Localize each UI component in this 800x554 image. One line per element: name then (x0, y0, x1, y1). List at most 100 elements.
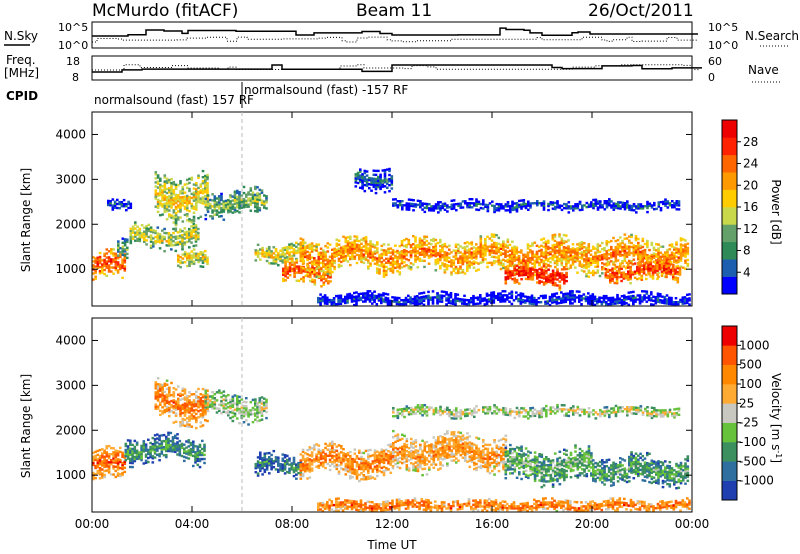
power-echo-cell (385, 265, 388, 269)
power-echo-cell (319, 301, 322, 304)
power-echo-cell (418, 298, 421, 301)
power-echo-cell (165, 177, 169, 181)
power-echo-cell (578, 208, 582, 212)
power-echo-cell (649, 259, 653, 262)
power-echo-cell (533, 300, 536, 304)
power-echo-cell (434, 252, 438, 256)
power-echo-cell (578, 262, 582, 265)
power-echo-cell (172, 193, 176, 196)
velocity-echo-cell (168, 402, 171, 406)
power-echo-cell (107, 258, 111, 261)
power-echo-cell (556, 245, 559, 248)
power-echo-cell (288, 245, 291, 248)
power-echo-cell (676, 272, 680, 276)
power-echo-cell (488, 245, 492, 248)
power-echo-cell (520, 199, 523, 202)
power-echo-cell (571, 302, 574, 305)
power-echo-cell (392, 198, 395, 201)
power-echo-cell (574, 266, 577, 269)
power-echo-cell (383, 168, 387, 172)
power-echo-cell (470, 261, 474, 264)
power-echo-cell (592, 206, 595, 210)
power-echo-cell (463, 254, 467, 257)
power-echo-cell (479, 298, 482, 301)
power-echo-cell (431, 290, 435, 293)
power-echo-cell (331, 254, 334, 258)
power-echo-cell (491, 204, 494, 207)
power-echo-cell (470, 299, 473, 302)
power-echo-cell (361, 177, 364, 180)
power-echo-cell (145, 229, 148, 232)
power-echo-cell (174, 207, 178, 211)
power-echo-cell (249, 187, 253, 190)
power-echo-cell (335, 242, 339, 245)
velocity-echo-cell (154, 403, 158, 406)
power-echo-cell (372, 177, 376, 180)
power-echo-cell (123, 254, 127, 257)
power-echo-cell (452, 300, 455, 303)
power-echo-cell (302, 276, 305, 279)
power-echo-cell (290, 250, 294, 254)
velocity-echo-cell (161, 410, 164, 413)
power-echo-cell (576, 243, 579, 246)
power-echo-cell (412, 203, 415, 206)
velocity-echo-cell (156, 437, 159, 440)
power-echo-cell (535, 256, 539, 260)
power-echo-cell (639, 203, 643, 206)
power-echo-cell (349, 241, 352, 245)
power-echo-cell (681, 296, 685, 299)
velocity-echo-cell (183, 451, 186, 454)
power-echo-cell (333, 253, 336, 257)
power-echo-cell (218, 211, 221, 214)
power-echo-cell (376, 249, 379, 252)
power-echo-cell (389, 255, 393, 258)
power-echo-cell (641, 245, 645, 249)
power-echo-cell (392, 204, 395, 207)
power-echo-cell (472, 302, 475, 306)
power-echo-cell (403, 238, 406, 242)
power-echo-cell (527, 200, 530, 203)
power-echo-cell (578, 248, 582, 251)
power-echo-cell (218, 199, 221, 202)
power-echo-cell (551, 236, 555, 239)
power-echo-cell (520, 205, 523, 208)
power-echo-cell (477, 250, 480, 253)
power-echo-cell (439, 201, 442, 204)
power-echo-cell (593, 295, 597, 298)
power-echo-cell (145, 227, 148, 230)
power-echo-cell (385, 249, 388, 252)
power-echo-cell (524, 255, 528, 258)
velocity-echo-cell (116, 462, 120, 465)
power-echo-cell (558, 276, 562, 279)
power-echo-cell (619, 205, 622, 208)
velocity-echo-cell (135, 457, 139, 461)
power-echo-cell (145, 225, 148, 228)
velocity-echo-cell (119, 466, 122, 470)
power-echo-cell (571, 294, 574, 297)
power-echo-cell (419, 202, 422, 205)
power-echo-cell (623, 247, 627, 250)
power-echo-cell (665, 269, 668, 273)
power-echo-cell (560, 261, 564, 265)
velocity-echo-cell (147, 452, 150, 456)
power-echo-cell (391, 263, 395, 266)
power-echo-cell (188, 220, 191, 223)
velocity-echo-cell (151, 443, 155, 446)
velocity-echo-cell (185, 456, 188, 459)
power-echo-cell (615, 265, 619, 269)
power-echo-cell (610, 245, 613, 249)
power-echo-cell (515, 206, 519, 209)
power-echo-cell (502, 262, 505, 266)
velocity-echo-cell (131, 447, 134, 451)
power-echo-cell (477, 268, 480, 271)
power-echo-cell (641, 296, 644, 299)
power-echo-cell (368, 183, 371, 186)
velocity-echo-cell (181, 393, 185, 396)
power-echo-cell (434, 248, 438, 252)
power-echo-cell (340, 256, 343, 259)
power-echo-cell (556, 243, 559, 246)
power-echo-cell (633, 272, 637, 275)
power-echo-cell (165, 208, 169, 211)
power-echo-cell (549, 203, 553, 206)
power-echo-cell (179, 208, 182, 211)
